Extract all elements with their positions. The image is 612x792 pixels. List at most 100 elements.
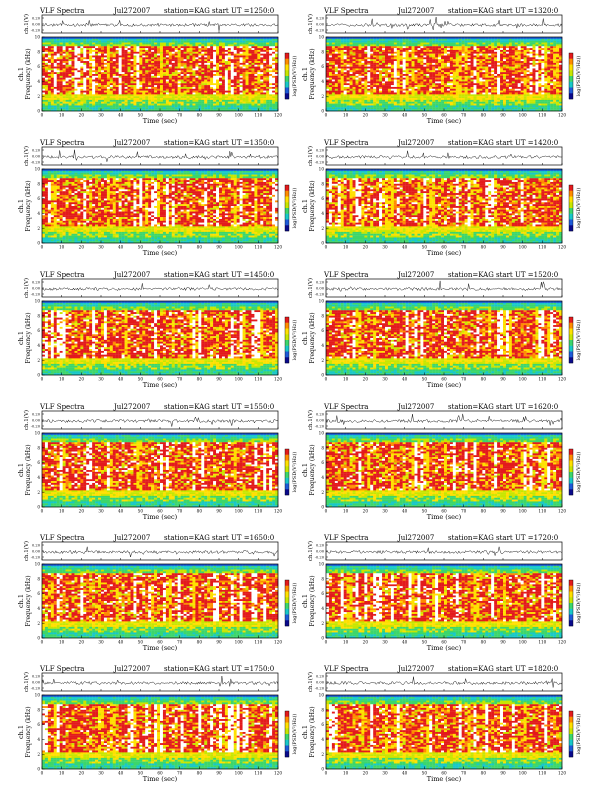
spectrogram-cell	[160, 52, 163, 54]
spectrogram-cell	[86, 96, 89, 98]
spectrogram-cell	[172, 83, 175, 85]
spectrogram-cell	[66, 63, 69, 65]
spectrogram-cell	[201, 81, 204, 83]
spectrogram-cell	[101, 80, 104, 82]
spectrogram-cell	[60, 67, 63, 69]
spectrogram-cell	[66, 98, 69, 100]
spectrogram-cell	[335, 93, 338, 95]
spectrogram-cell	[263, 50, 266, 52]
spectrogram-cell	[116, 43, 119, 45]
spectrogram-cell	[128, 89, 131, 91]
spectrogram-cell	[157, 63, 160, 65]
spectrogram-cell	[338, 107, 341, 109]
spectrogram-cell	[125, 61, 128, 63]
spectrogram-cell	[66, 94, 69, 96]
spectrogram-cell	[119, 54, 122, 56]
spectrogram-cell	[326, 102, 329, 104]
spectrogram-cell	[74, 39, 77, 41]
spectrogram-cell	[95, 87, 98, 89]
spectrogram-cell	[344, 50, 347, 52]
spectrogram-cell	[113, 50, 116, 52]
spectrogram-cell	[57, 68, 60, 70]
spectrogram-cell	[266, 57, 269, 59]
spectrogram-cell	[98, 93, 101, 95]
spectrogram-cell	[113, 41, 116, 43]
spectrogram-cell	[148, 46, 151, 48]
x-tick-label: 120	[274, 113, 282, 118]
spectrogram-cell	[119, 48, 122, 50]
spectrogram-cell	[60, 56, 63, 58]
spectrogram-cell	[48, 89, 51, 91]
spectrogram-cell	[344, 94, 347, 96]
spectrogram-cell	[341, 48, 344, 50]
spectrogram-cell	[142, 100, 145, 102]
spectrogram-cell	[74, 50, 77, 52]
spectrogram-cell	[145, 74, 148, 76]
spectrogram-cell	[263, 102, 266, 104]
spectrogram-cell	[48, 74, 51, 76]
spectrogram-cell	[231, 67, 234, 69]
spectrogram-cell	[350, 94, 353, 96]
spectrogram-cell	[178, 83, 181, 85]
spectrogram-cell	[139, 74, 142, 76]
spectrogram-cell	[216, 104, 219, 106]
spectrogram-cell	[181, 59, 184, 61]
spectrogram-cell	[175, 100, 178, 102]
spectrogram-cell	[145, 81, 148, 83]
spectrogram-cell	[356, 94, 359, 96]
spectrogram-cell	[166, 83, 169, 85]
spectrogram-cell	[198, 83, 201, 85]
spectrogram-cell	[86, 78, 89, 80]
spectrogram-cell	[364, 104, 367, 106]
spectrogram-cell	[207, 68, 210, 70]
spectrogram-cell	[145, 96, 148, 98]
spectrogram-cell	[157, 44, 160, 46]
spectrogram-cell	[172, 89, 175, 91]
spectrogram-cell	[260, 57, 263, 59]
spectrogram-cell	[136, 104, 139, 106]
spectrogram-cell	[128, 91, 131, 93]
spectrogram-cell	[142, 78, 145, 80]
spectrogram-cell	[329, 105, 332, 107]
spectrogram-cell	[92, 67, 95, 69]
spectrogram-cell	[136, 87, 139, 89]
spectrogram-cell	[228, 104, 231, 106]
spectrogram-cell	[225, 78, 228, 80]
spectrogram-cell	[142, 63, 145, 65]
spectrogram-cell	[207, 98, 210, 100]
spectrogram-cell	[131, 91, 134, 93]
spectrogram-cell	[175, 57, 178, 59]
spectrogram-cell	[216, 63, 219, 65]
spectrogram-cell	[201, 43, 204, 45]
spectrogram-cell	[74, 102, 77, 104]
spectrogram-cell	[83, 85, 86, 87]
spectrogram-cell	[157, 78, 160, 80]
spectrogram-cell	[335, 78, 338, 80]
spectrogram-cell	[125, 65, 128, 67]
spectrogram-cell	[201, 50, 204, 52]
spectrogram-cell	[187, 52, 190, 54]
spectrogram-cell	[332, 70, 335, 72]
panel-date: Jul272007	[113, 7, 150, 15]
spectrogram-cell	[98, 98, 101, 100]
spectrogram-cell	[254, 46, 257, 48]
spectrogram-cell	[66, 39, 69, 41]
spectrogram-cell	[361, 50, 364, 52]
spectrogram-cell	[128, 48, 131, 50]
spectrogram-cell	[83, 78, 86, 80]
x-tick-label: 40	[118, 113, 124, 118]
spectrogram-cell	[204, 67, 207, 69]
spectrogram-cell	[210, 67, 213, 69]
spectrogram-cell	[145, 87, 148, 89]
spectrogram-cell	[207, 63, 210, 65]
spectrogram-cell	[145, 54, 148, 56]
spectrogram-cell	[60, 96, 63, 98]
spectrogram-cell	[80, 54, 83, 56]
spectrogram-cell	[192, 50, 195, 52]
spectrogram-cell	[74, 46, 77, 48]
waveform-tick-label: 0.00	[32, 23, 41, 27]
spectrogram-cell	[166, 43, 169, 45]
spectrogram-cell	[216, 56, 219, 58]
spectrogram-cell	[222, 104, 225, 106]
